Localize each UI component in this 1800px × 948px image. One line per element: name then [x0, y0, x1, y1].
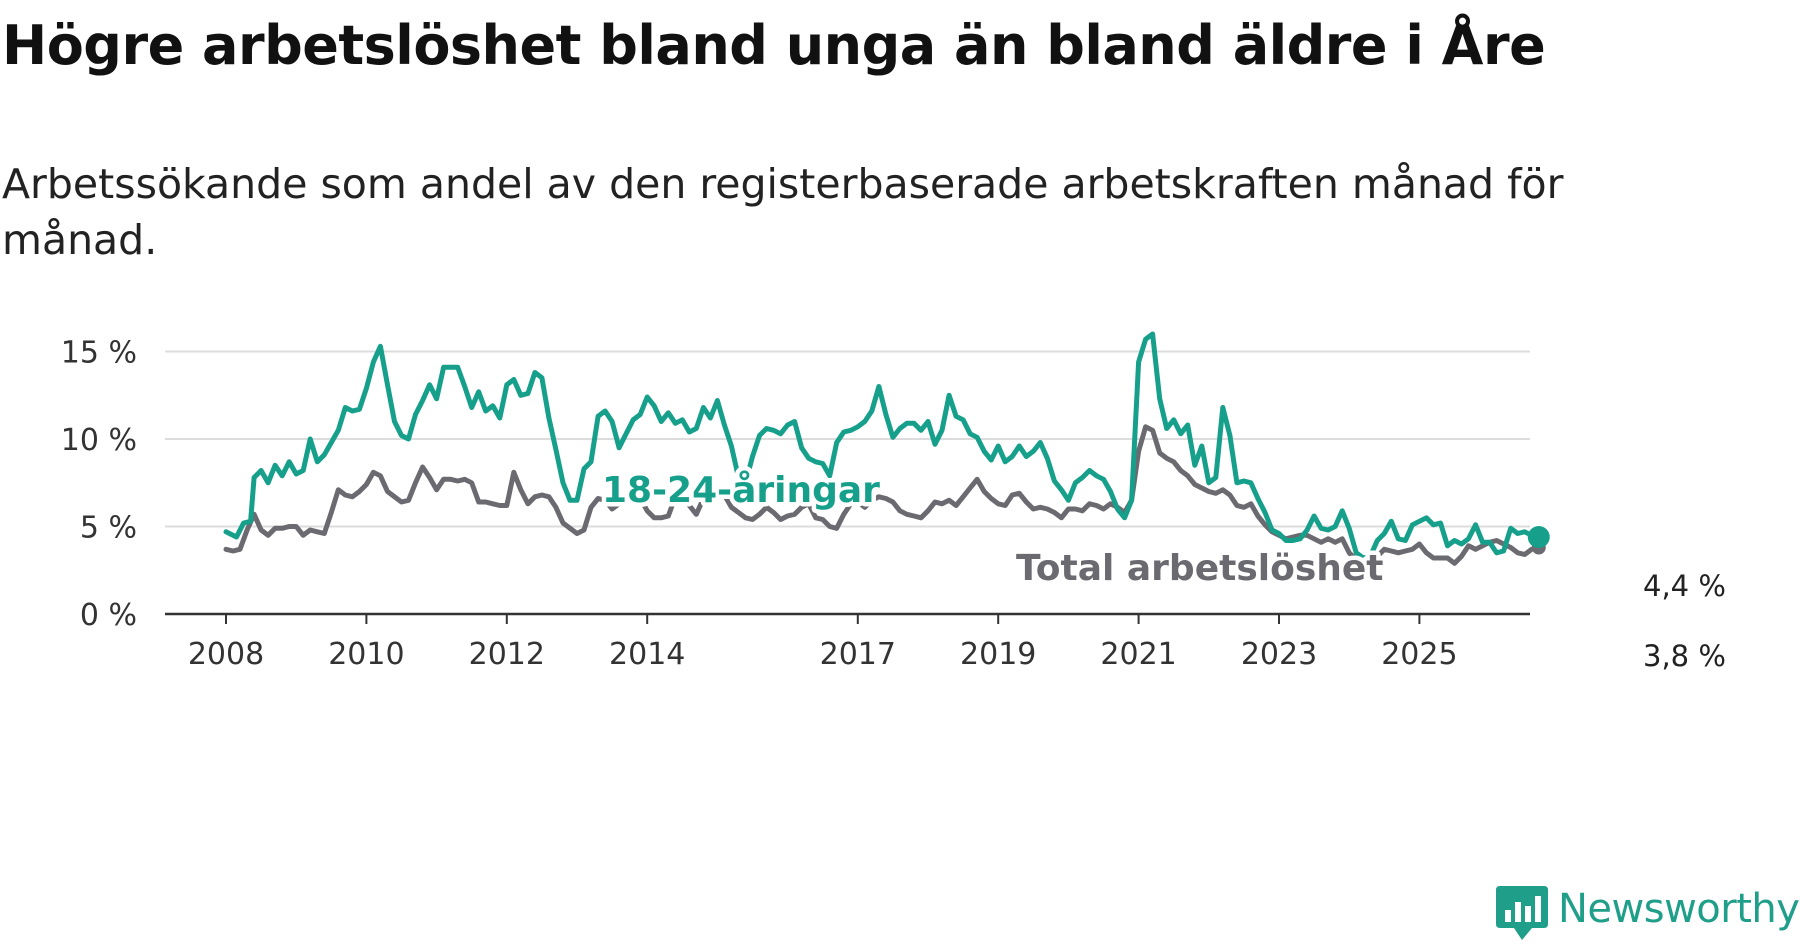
- series-lines: [223, 331, 1550, 566]
- x-tick-label: 2017: [820, 637, 896, 672]
- chart-subtitle: Arbetssökande som andel av den registerb…: [2, 160, 1564, 264]
- x-axis-ticks: 2008 2010 2012 2014 2017 2019 2021 2023 2025: [188, 614, 1458, 672]
- x-tick-label: 2012: [469, 637, 545, 672]
- x-tick-label: 2019: [960, 637, 1036, 672]
- x-tick-label: 2021: [1100, 637, 1176, 672]
- series-line-total: [223, 424, 1542, 566]
- end-point-youth: [1527, 526, 1550, 548]
- series-line-youth: [223, 331, 1542, 561]
- end-value-total: 3,8 %: [1643, 639, 1726, 673]
- y-axis-ticks: 0 % 5 % 10 % 15 %: [61, 336, 137, 634]
- series-labels: 18-24-åringar Total arbetslöshet 4,4 % 3…: [598, 466, 1729, 677]
- y-tick-label: 10 %: [61, 423, 137, 458]
- x-tick-label: 2008: [188, 637, 264, 672]
- newsworthy-logo: Newsworthy: [1494, 884, 1800, 942]
- y-tick-label: 5 %: [80, 511, 137, 546]
- x-tick-label: 2014: [609, 637, 685, 672]
- y-tick-label: 15 %: [61, 336, 137, 371]
- chart-title: Högre arbetslöshet bland unga än bland ä…: [2, 14, 1546, 77]
- newsworthy-logo-text: Newsworthy: [1558, 886, 1800, 932]
- grid-lines: [165, 350, 1530, 616]
- series-label-total: Total arbetslöshet: [1016, 548, 1384, 589]
- newsworthy-logo-icon: [1496, 886, 1548, 940]
- x-tick-label: 2025: [1381, 637, 1457, 672]
- y-tick-label: 0 %: [80, 598, 137, 633]
- series-label-youth: 18-24-åringar: [602, 470, 880, 511]
- x-tick-label: 2010: [328, 637, 404, 672]
- end-value-youth: 4,4 %: [1643, 569, 1726, 603]
- x-tick-label: 2023: [1241, 637, 1317, 672]
